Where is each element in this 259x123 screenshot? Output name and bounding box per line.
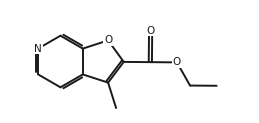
- Text: N: N: [34, 44, 42, 54]
- Text: O: O: [146, 26, 155, 36]
- Text: O: O: [104, 35, 112, 45]
- Text: O: O: [173, 57, 181, 67]
